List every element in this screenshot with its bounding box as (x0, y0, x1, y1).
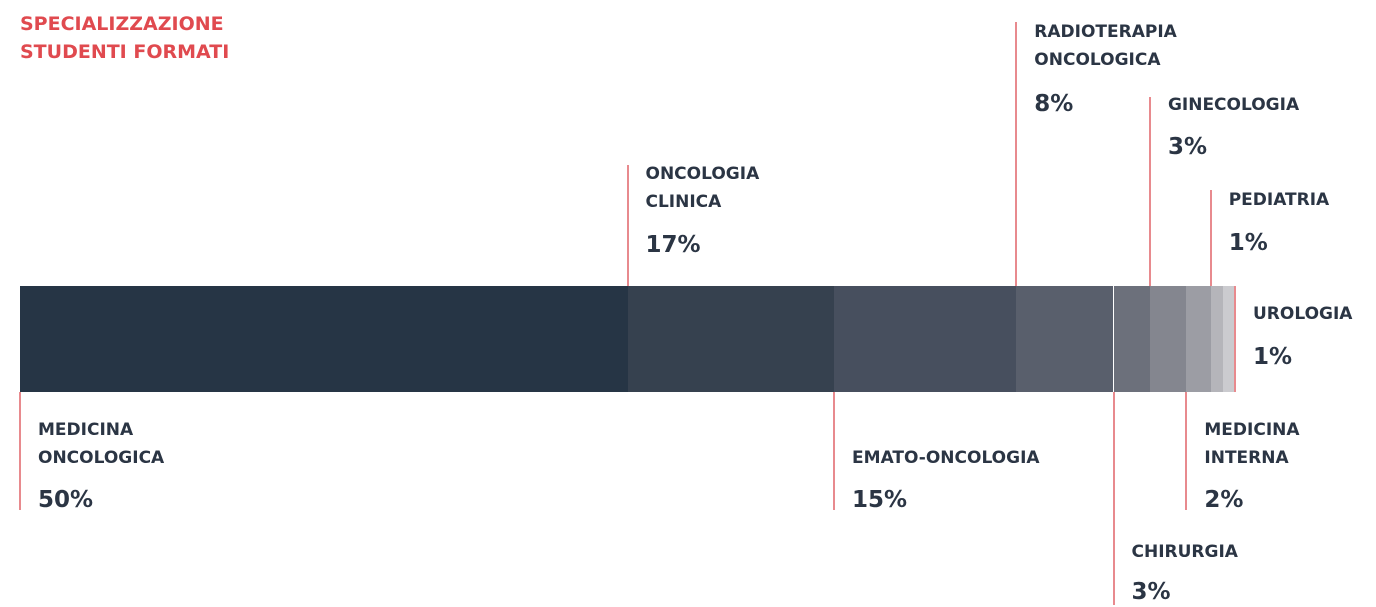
leader-line (1015, 22, 1018, 286)
category-label: UROLOGIA (1253, 304, 1353, 324)
bar-segment (834, 286, 1017, 392)
value-label: 2% (1204, 487, 1244, 513)
leader-line (1209, 190, 1212, 286)
leader-line (1185, 392, 1188, 510)
value-label: 3% (1167, 134, 1207, 160)
leader-line (1148, 97, 1151, 286)
value-label: 3% (1131, 579, 1171, 605)
value-label: 1% (1253, 344, 1293, 370)
category-label: MEDICINA INTERNA (1204, 420, 1300, 468)
bar-segment (20, 286, 628, 392)
bar-segment (1210, 286, 1223, 392)
bar-segment (1186, 286, 1211, 392)
bar-segment (1222, 286, 1235, 392)
bar-segment (627, 286, 835, 392)
value-label: 1% (1228, 230, 1268, 256)
value-label: 15% (852, 487, 908, 513)
bar-segment (1113, 286, 1150, 392)
category-label: EMATO-ONCOLOGIA (852, 448, 1040, 468)
value-label: 8% (1034, 91, 1074, 117)
category-label: PEDIATRIA (1228, 190, 1330, 210)
category-label: ONCOLOGIA CLINICA (645, 164, 760, 212)
leader-line (1112, 392, 1115, 605)
category-label: CHIRURGIA (1131, 542, 1238, 562)
category-label: RADIOTERAPIA ONCOLOGICA (1034, 22, 1177, 70)
bar-segment (1016, 286, 1114, 392)
value-label: 50% (38, 487, 94, 513)
category-label: GINECOLOGIA (1167, 95, 1300, 115)
value-label: 17% (645, 232, 701, 258)
bar-segment (1149, 286, 1187, 392)
chart-title: SPECIALIZZAZIONE STUDENTI FORMATI (20, 13, 230, 63)
category-label: MEDICINA ONCOLOGICA (38, 420, 165, 468)
leader-line (833, 392, 836, 510)
leader-line (19, 392, 21, 510)
leader-line (626, 165, 629, 286)
leader-line (1234, 286, 1236, 392)
